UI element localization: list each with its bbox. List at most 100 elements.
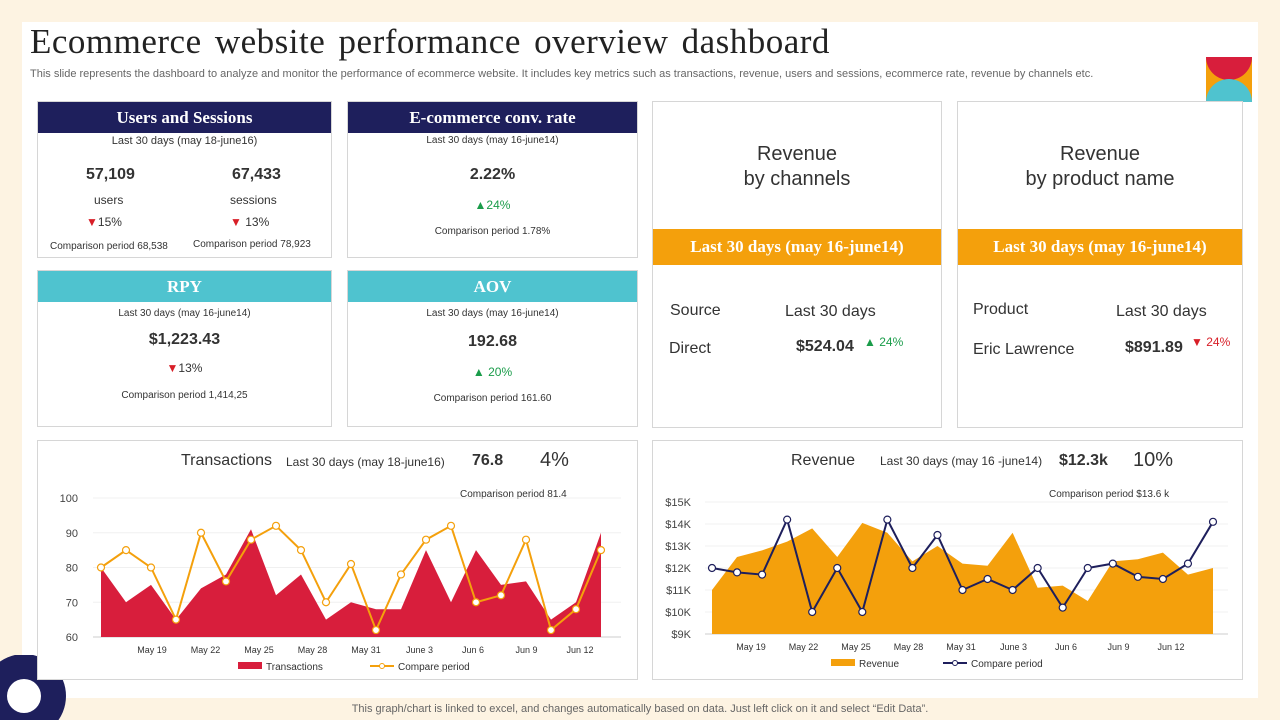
x-tick-label: June 3 <box>1000 642 1027 652</box>
data-point <box>421 535 431 544</box>
data-point <box>1108 559 1117 568</box>
column-header-last-30: Last 30 days <box>785 303 876 320</box>
y-tick-label: $15K <box>665 497 691 509</box>
sessions-label: sessions <box>230 193 277 207</box>
x-tick-label: May 25 <box>244 645 274 655</box>
card-title-2: by product name <box>1025 168 1175 190</box>
data-point <box>546 625 556 635</box>
legend-swatch <box>831 659 855 666</box>
down-arrow-icon: ▼ <box>86 215 98 229</box>
card-header: E-commerce conv. rate <box>348 102 637 133</box>
sessions-comparison: Comparison period 78,923 <box>193 239 311 250</box>
down-arrow-icon: ▼ <box>230 215 242 229</box>
data-point <box>958 585 967 595</box>
data-point <box>171 615 181 624</box>
conv-rate-change: ▲24% <box>474 198 511 212</box>
legend-label: Compare period <box>971 659 1043 670</box>
users-sessions-card: Users and Sessions Last 30 days (may 18-… <box>37 101 332 258</box>
data-point <box>1133 572 1142 581</box>
card-period: Last 30 days (may 16-june14) <box>118 308 251 319</box>
up-arrow-icon: ▲ <box>474 198 487 212</box>
chart-change: 4% <box>540 449 569 471</box>
data-point <box>396 570 406 579</box>
page-subtitle: This slide represents the dashboard to a… <box>30 68 1094 80</box>
legend-swatch <box>238 662 262 669</box>
data-point <box>271 521 281 530</box>
row-label: Direct <box>669 340 711 357</box>
card-title-2: by channels <box>743 168 851 190</box>
y-tick-label: $14K <box>665 519 691 531</box>
data-point <box>1208 517 1218 526</box>
legend-label: Revenue <box>859 659 899 670</box>
y-tick-label: 100 <box>60 493 78 505</box>
series-area-revenue <box>712 522 1213 634</box>
x-tick-label: Jun 6 <box>462 645 484 655</box>
data-point <box>346 559 356 569</box>
y-tick-label: 70 <box>66 597 78 609</box>
chart-period: Last 30 days (may 18-june16) <box>286 455 445 469</box>
rpy-value: $1,223.43 <box>148 331 221 348</box>
card-header: RPY <box>38 271 331 302</box>
x-tick-label: Jun 12 <box>1157 642 1184 652</box>
column-header-product: Product <box>973 301 1029 318</box>
card-period: Last 30 days (may 18-june16) <box>111 135 258 147</box>
data-point <box>146 563 156 572</box>
x-tick-label: May 31 <box>946 642 976 652</box>
conv-rate-value: 2.22% <box>469 166 516 183</box>
rpy-change: ▼13% <box>166 361 203 375</box>
y-tick-label: $10K <box>665 607 691 619</box>
revenue-by-product-card: Revenue by product name Last 30 days (ma… <box>957 101 1243 428</box>
footer-note: This graph/chart is linked to excel, and… <box>351 703 929 715</box>
data-point <box>596 546 606 555</box>
x-tick-label: May 19 <box>137 645 167 655</box>
users-comparison: Comparison period 68,538 <box>50 241 168 252</box>
data-point <box>1158 574 1167 584</box>
chart-title: Revenue <box>791 452 856 469</box>
column-header-source: Source <box>670 302 721 319</box>
aov-value: 192.68 <box>468 333 517 350</box>
x-tick-label: June 3 <box>406 645 433 655</box>
conversion-rate-card: E-commerce conv. rate Last 30 days (may … <box>347 101 638 258</box>
card-title: Revenue <box>756 143 838 165</box>
up-arrow-icon: ▲ <box>472 365 485 379</box>
x-tick-label: May 19 <box>736 642 766 652</box>
x-tick-label: Jun 9 <box>1107 642 1129 652</box>
chart-title: Transactions <box>181 452 272 469</box>
rpy-comparison: Comparison period 1,414,25 <box>121 390 248 401</box>
legend-marker <box>952 660 958 666</box>
data-point <box>757 570 767 579</box>
data-point <box>983 574 992 584</box>
chart-period: Last 30 days (may 16 -june14) <box>880 454 1043 468</box>
row-value: $524.04 <box>796 338 854 355</box>
revenue-by-channels-card: Revenue by channels Last 30 days (may 16… <box>652 101 942 428</box>
card-period: Last 30 days (may 16-june14) <box>426 308 559 319</box>
card-header: Users and Sessions <box>38 102 331 133</box>
column-header-last-30: Last 30 days <box>1116 303 1207 320</box>
period-band: Last 30 days (may 16-june14) <box>958 229 1242 265</box>
data-point <box>833 563 842 573</box>
data-point <box>883 515 892 524</box>
y-tick-label: 90 <box>66 528 78 540</box>
data-point <box>908 563 917 573</box>
data-point <box>783 515 792 524</box>
chart-total: $12.3k <box>1059 452 1108 469</box>
y-tick-label: 60 <box>66 632 78 644</box>
chart-change: 10% <box>1133 449 1174 471</box>
transactions-chart-card: Transactions Last 30 days (may 18-june16… <box>37 440 638 680</box>
aov-card: AOV Last 30 days (may 16-june14) 192.68 … <box>347 270 638 427</box>
data-point <box>496 591 506 600</box>
data-point <box>471 598 481 607</box>
chart-comparison: Comparison period 81.4 <box>460 489 567 500</box>
data-point <box>321 598 331 607</box>
chart-comparison: Comparison period $13.6 k <box>1049 489 1170 500</box>
x-tick-label: May 28 <box>298 645 328 655</box>
row-change: ▼ 24% <box>1191 335 1231 349</box>
data-point <box>296 546 306 555</box>
card-title: Revenue <box>1059 143 1141 165</box>
down-arrow-icon: ▼ <box>166 361 179 375</box>
x-tick-label: May 31 <box>351 645 381 655</box>
row-label: Eric Lawrence <box>973 341 1075 358</box>
sessions-change: ▼ 13% <box>230 215 270 229</box>
x-tick-label: May 28 <box>894 642 924 652</box>
x-tick-label: Jun 9 <box>515 645 537 655</box>
